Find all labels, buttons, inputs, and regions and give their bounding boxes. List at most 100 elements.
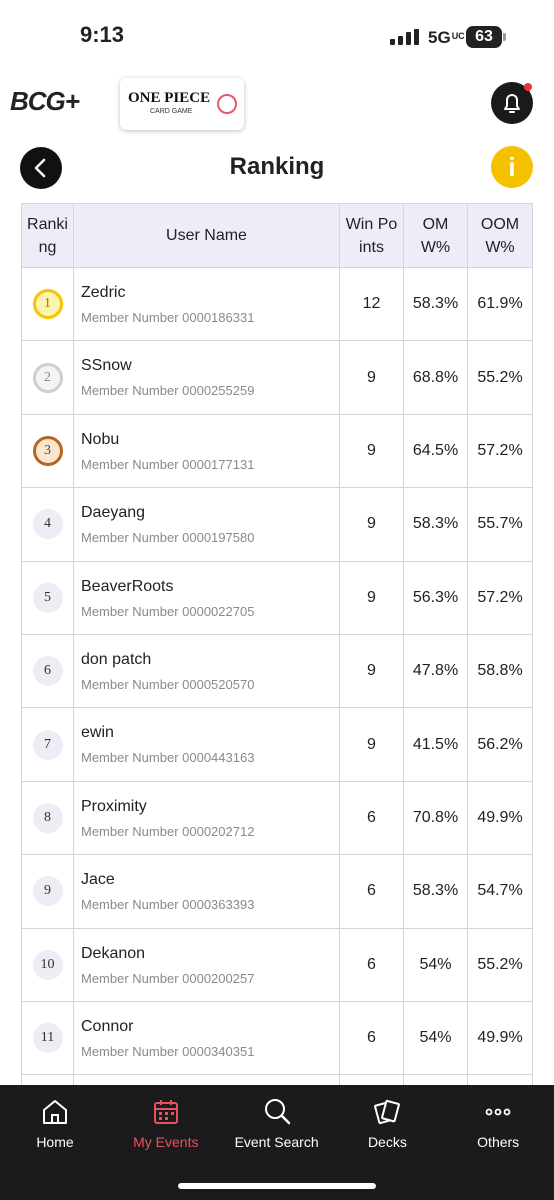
rank-badge: 3 [32,435,63,466]
icon-shape [51,1114,59,1123]
rank-badge: 8 [32,802,63,833]
nav-label: My Events [133,1134,199,1150]
info-button[interactable]: i [491,146,533,188]
bottom-nav: Home My Events Event Search Decks Others [0,1085,554,1200]
user-name: BeaverRoots [81,577,174,595]
nav-icon [153,1100,178,1124]
icon-shape [381,1099,401,1123]
back-icon [34,158,46,178]
page-title: Ranking [229,153,325,180]
battery-nub [503,33,506,41]
nav-label: Decks [367,1134,407,1150]
oomw-cell: 57.2% [468,414,533,489]
rank-cell: 6 [21,635,74,709]
user-cell: Daeyang Member Number 0000197580 [74,488,340,562]
nav-item[interactable]: Others [443,1085,553,1165]
user-name: Connor [81,1018,134,1035]
rank-cell: 7 [21,708,74,782]
rank-badge: 9 [32,876,63,907]
icon-shape [503,1108,511,1116]
win-points-cell: 6 [340,781,404,856]
win-points-cell: 6 [340,1002,404,1076]
icon-shape [164,1117,168,1120]
rank-cell: 11 [21,1002,74,1076]
omw-cell: 54% [404,928,468,1002]
icon-shape [158,1112,162,1115]
nav-item[interactable]: Home [0,1085,110,1165]
win-points-cell: 9 [340,341,404,415]
oomw-cell: 55.7% [468,488,533,562]
status-time: 9:13 [80,22,125,47]
win-points-cell: 9 [340,708,404,782]
nav-icon [485,1108,511,1116]
user-name: SSnow [81,357,132,375]
oomw-cell: 61.9% [468,268,533,342]
member-number: Member Number 0000520570 [81,677,255,692]
brand-badge[interactable]: ONE PIECE CARD GAME [120,78,244,130]
oomw-cell: 55.2% [468,341,533,415]
win-points-cell: 9 [340,561,404,635]
member-number: Member Number 0000255259 [81,383,255,399]
header-cell: OMW% [404,203,468,268]
rank-badge: 6 [32,656,63,687]
rank-badge: 10 [32,949,63,980]
app-logo[interactable]: BCG+ [10,86,80,116]
win-points-cell: 6 [340,855,404,929]
rank-cell: 5 [21,561,74,635]
nav-item[interactable]: Decks [332,1085,442,1165]
rank-cell: 4 [21,488,74,562]
rank-badge: 5 [32,582,63,613]
rank-badge: 2 [32,362,63,393]
rank-badge: 7 [32,729,63,760]
omw-cell: 64.5% [404,414,468,489]
home-indicator [178,1183,376,1189]
nav-label: Event Search [234,1134,319,1150]
brand-ring [217,94,237,114]
member-number: Member Number 0000363393 [81,897,255,913]
rank-cell: 2 [21,341,74,415]
empty-cell [340,1075,404,1085]
network-sub: UC [451,31,465,41]
user-name: Proximity [81,797,147,815]
icon-shape [154,1100,177,1110]
user-cell: Connor Member Number 0000340351 [74,1002,340,1076]
user-name: Nobu [81,430,120,448]
user-cell: Jace Member Number 0000363393 [74,855,340,929]
user-name: Daeyang [81,504,146,522]
user-cell: Nobu Member Number 0000177131 [74,414,340,489]
oomw-cell: 56.2% [468,708,533,782]
icon-shape [485,1108,493,1116]
win-points-cell: 9 [340,635,404,709]
win-points-cell: 6 [340,928,404,1002]
empty-cell [21,1075,74,1085]
back-button[interactable] [20,147,62,189]
user-name: Dekanon [81,944,146,962]
rank-cell: 10 [21,928,74,1002]
user-name: Jace [81,871,115,889]
omw-cell: 47.8% [404,635,468,709]
battery: 63 [466,26,502,48]
nav-item[interactable]: Event Search [222,1085,332,1165]
member-number: Member Number 0000186331 [81,310,255,325]
rank-badge: 11 [32,1023,63,1054]
rank-cell: 9 [21,855,74,929]
network-label: 5G [428,28,451,47]
rank-badge: 4 [32,509,63,540]
empty-cell [74,1075,340,1085]
win-points-cell: 9 [340,488,404,562]
omw-cell: 56.3% [404,561,468,635]
user-name: ewin [81,724,114,742]
header-cell: Ranking [21,203,74,268]
omw-cell: 70.8% [404,781,468,856]
user-cell: Zedric Member Number 0000186331 [74,268,340,342]
member-number: Member Number 0000197580 [81,530,255,546]
omw-cell: 41.5% [404,708,468,782]
nav-item[interactable]: My Events [111,1085,221,1165]
win-points-cell: 12 [340,268,404,342]
oomw-cell: 49.9% [468,1002,533,1076]
user-name: don patch [81,651,152,668]
member-number: Member Number 0000202712 [81,823,255,839]
icon-shape [170,1112,174,1115]
ranking-table: Ranking User Name Win Points OMW% OOMW% 1 Zedr… [21,203,533,1085]
rank-cell: 3 [21,414,74,489]
